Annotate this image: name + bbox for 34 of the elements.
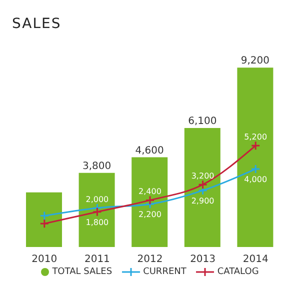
bar: [26, 192, 62, 247]
data-label: 1,800: [86, 218, 109, 227]
bar: [184, 128, 220, 247]
data-label: 3,800: [82, 160, 112, 172]
point: [198, 186, 208, 196]
data-label: 2,900: [191, 196, 214, 206]
legend-label: CATALOG: [216, 267, 259, 277]
point: [40, 218, 50, 228]
x-tick-label: 2014: [242, 254, 268, 266]
data-label: 4,000: [244, 175, 268, 184]
data-label: 4,600: [135, 145, 164, 156]
point: [92, 207, 102, 217]
data-label: 3,200: [191, 172, 214, 181]
bar: [78, 172, 115, 247]
data-label: 6,100: [188, 116, 217, 128]
data-label: 5,200: [244, 132, 268, 142]
point: [40, 211, 50, 221]
x-tick-label: 2010: [32, 254, 58, 266]
point: [250, 140, 260, 150]
x-tick-label: 2013: [190, 254, 216, 266]
x-tick-label: 2012: [137, 254, 163, 266]
data-label: 2,400: [138, 187, 162, 196]
bar: [132, 157, 168, 247]
data-label: 2,000: [86, 195, 109, 204]
point: [198, 180, 208, 190]
legend-label: TOTAL SALES: [51, 267, 112, 277]
point: [145, 195, 155, 205]
point: [250, 164, 260, 174]
data-label: 2,200: [138, 210, 162, 220]
data-label: 9,200: [240, 56, 270, 67]
x-tick-label: 2011: [84, 254, 110, 266]
chart-title: SALES: [11, 15, 62, 32]
bar: [237, 68, 274, 247]
legend-label: CURRENT: [142, 267, 186, 277]
